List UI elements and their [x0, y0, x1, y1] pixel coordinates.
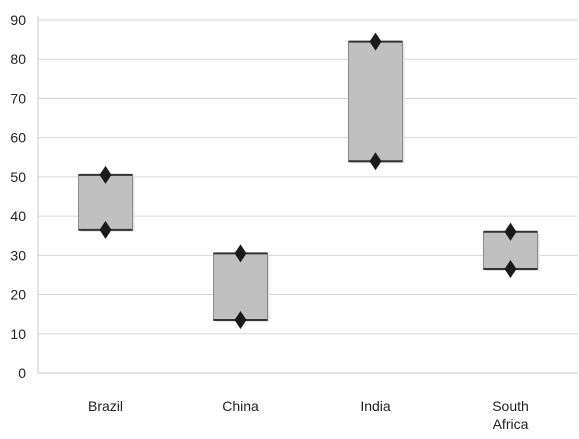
- x-tick-label-china: China: [222, 398, 259, 414]
- range-markers: [99, 32, 517, 330]
- y-tick-label-20: 20: [10, 287, 26, 303]
- marker-low-south-africa: [504, 260, 517, 279]
- range-bar-china: [213, 252, 268, 321]
- y-tick-label-10: 10: [10, 326, 26, 342]
- range-bar-india: [348, 41, 403, 162]
- y-tick-label-90: 90: [10, 12, 26, 28]
- y-tick-label-70: 70: [10, 90, 26, 106]
- y-tick-label-60: 60: [10, 130, 26, 146]
- tick-labels: 0 10 20 30 40 50 60 70 80 90 Brazil China India South…: [10, 12, 528, 432]
- y-tick-label-40: 40: [10, 208, 26, 224]
- marker-high-india: [369, 32, 382, 51]
- marker-low-brazil: [99, 220, 112, 239]
- y-tick-label-80: 80: [10, 51, 26, 67]
- marker-high-brazil: [99, 165, 112, 184]
- x-tick-label-india: India: [360, 398, 391, 414]
- marker-high-china: [234, 244, 247, 263]
- marker-high-south-africa: [504, 222, 517, 241]
- x-tick-label-south-africa: South Africa: [492, 398, 529, 432]
- marker-low-india: [369, 152, 382, 171]
- axes: [37, 16, 578, 374]
- range-bars: [78, 40, 540, 323]
- x-tick-label-brazil: Brazil: [88, 398, 123, 414]
- y-tick-label-50: 50: [10, 169, 26, 185]
- y-tick-label-30: 30: [10, 247, 26, 263]
- marker-low-china: [234, 311, 247, 330]
- y-tick-label-0: 0: [18, 365, 26, 381]
- range-bar-brazil: [78, 174, 133, 231]
